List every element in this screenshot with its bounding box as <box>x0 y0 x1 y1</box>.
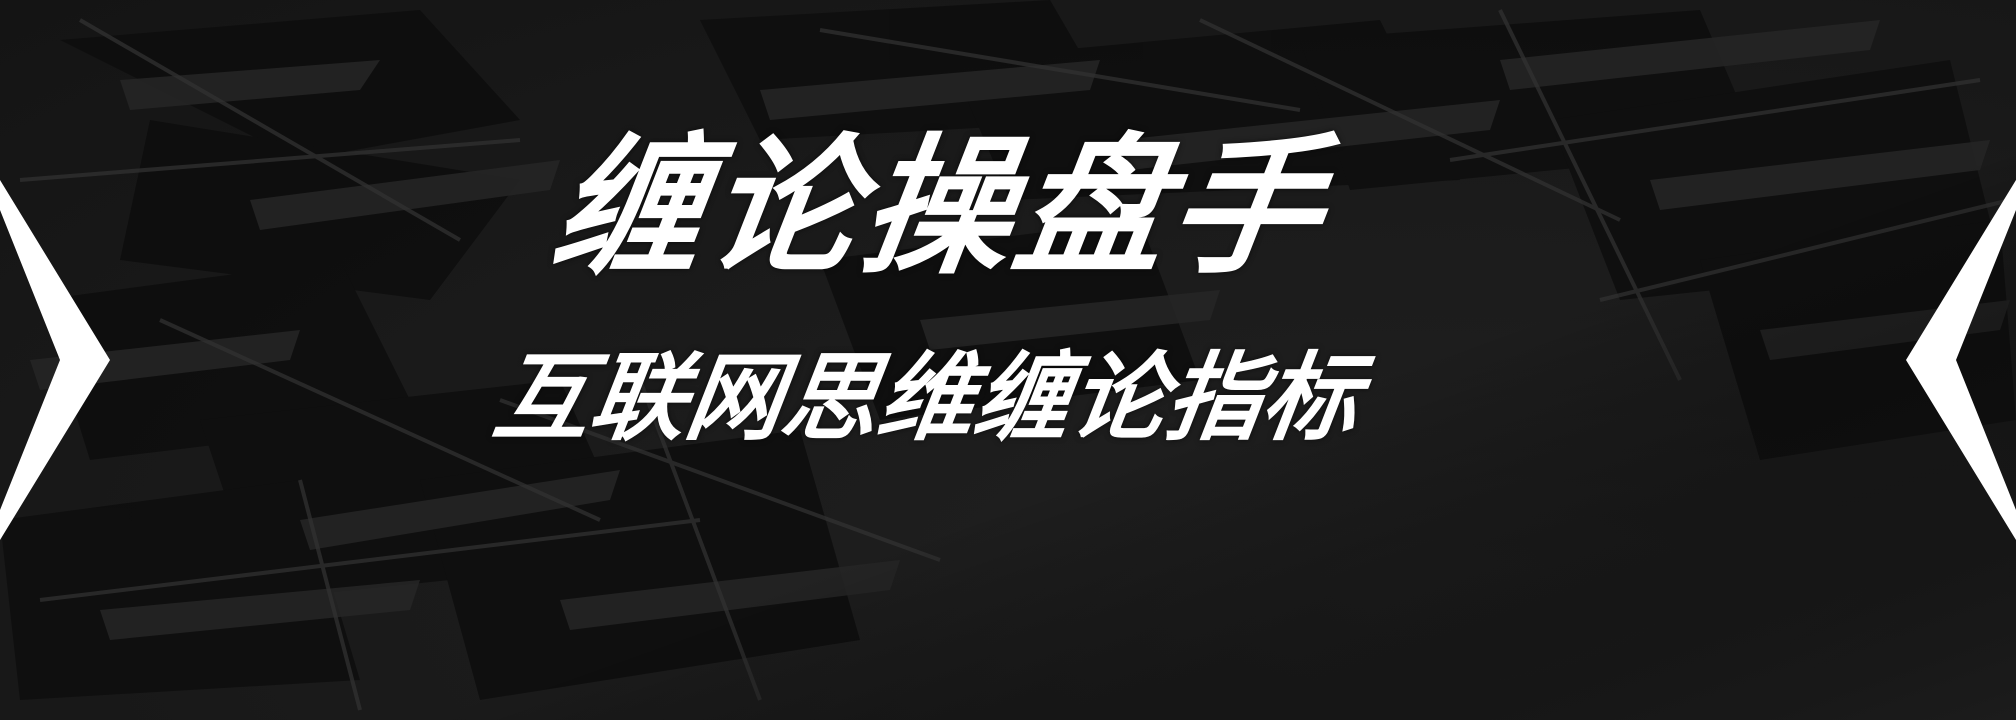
banner-subtitle: 互联网思维缠论指标 <box>487 341 1368 454</box>
chevron-left-icon[interactable] <box>0 180 120 540</box>
banner-title: 缠论操盘手 <box>542 119 1338 295</box>
chevron-right-icon[interactable] <box>1896 180 2016 540</box>
